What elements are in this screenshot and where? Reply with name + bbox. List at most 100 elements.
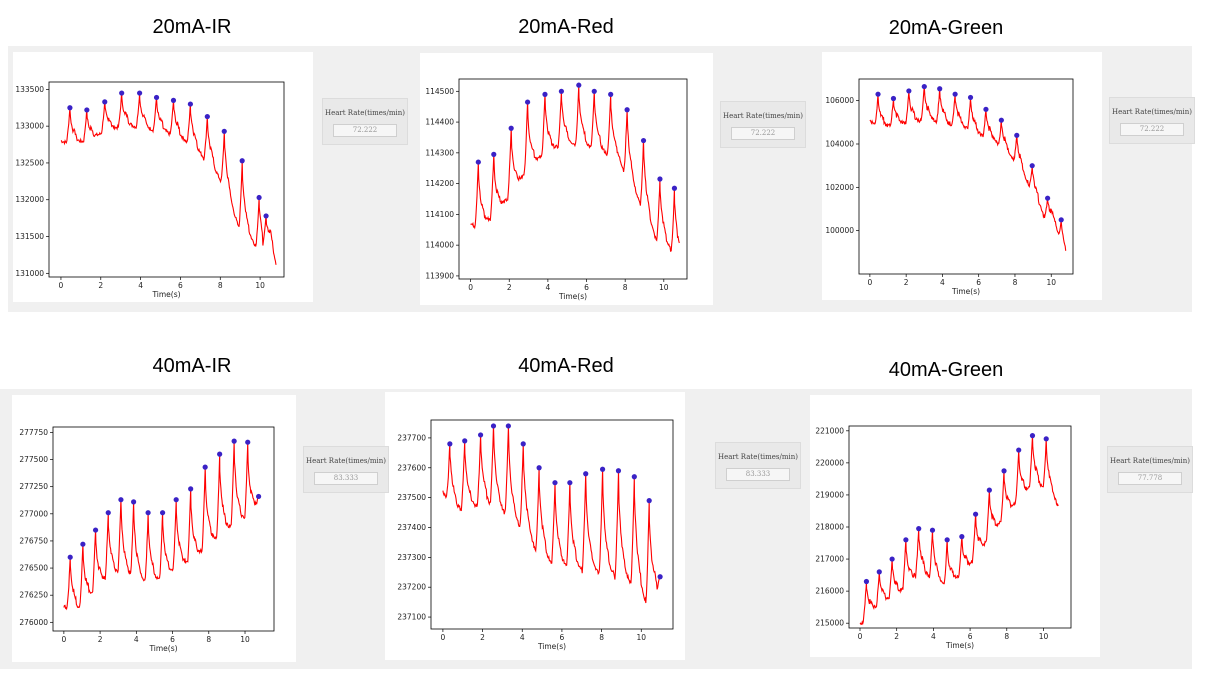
chart-20ma-ir: 0 2 4 6 8 10 131000 131500 132000 132500 133000 133…: [15, 81, 285, 299]
heart-rate-field[interactable]: 83.333: [726, 468, 790, 481]
peak-marker: [906, 88, 912, 94]
heart-rate-field[interactable]: 72.222: [731, 127, 795, 140]
peak-marker: [624, 107, 630, 113]
peak-marker: [937, 86, 943, 92]
peak-marker: [239, 158, 245, 164]
signal-line: [869, 85, 1067, 251]
peak-marker: [576, 82, 582, 88]
y-tick-label: 237700: [397, 433, 426, 442]
y-tick-label: 221000: [815, 426, 844, 435]
x-tick-label: 6: [584, 283, 589, 292]
peak-marker: [84, 107, 90, 113]
y-tick-label: 276250: [19, 591, 48, 600]
y-tick-label: 132000: [15, 195, 44, 204]
panel-title: 20mA-Green: [888, 17, 1004, 39]
peak-marker: [137, 90, 143, 96]
x-tick-label: 4: [931, 632, 936, 641]
peak-marker: [863, 578, 870, 585]
peak-marker: [159, 510, 166, 516]
panel-title: 40mA-Green: [888, 359, 1004, 381]
x-tick-label: 2: [98, 635, 103, 644]
x-tick-label: 2: [507, 283, 512, 292]
peak-marker: [657, 176, 663, 182]
peak-marker: [890, 95, 897, 102]
peak-marker: [491, 151, 497, 157]
y-tick-label: 276750: [19, 536, 48, 545]
peak-marker: [92, 527, 99, 533]
peak-marker: [145, 510, 151, 516]
x-tick-label: 2: [894, 632, 899, 641]
y-tick-label: 114400: [425, 118, 454, 127]
x-tick-label: 0: [867, 278, 872, 287]
chart-20ma-red: 0 2 4 6 8 10 113900 114000 114100 114200 114300 114…: [425, 78, 688, 301]
x-tick-label: 0: [441, 633, 446, 642]
x-tick-label: 0: [468, 283, 473, 292]
x-tick-label: 10: [255, 281, 265, 290]
heart-rate-box: Heart Rate(times/min) 72.222: [720, 101, 806, 148]
peak-marker: [944, 537, 950, 543]
peak-marker: [875, 91, 881, 97]
heart-rate-field[interactable]: 77.778: [1118, 472, 1182, 485]
heart-rate-field[interactable]: 83.333: [314, 472, 378, 485]
peak-marker: [231, 438, 237, 444]
x-axis-label: Time(s): [558, 292, 587, 301]
y-tick-label: 216000: [815, 587, 844, 596]
chart-20ma-green: 0 2 4 6 8 10 100000 102000 104000 106000 Time(s): [825, 78, 1074, 296]
x-tick-label: 0: [858, 632, 863, 641]
heart-rate-label: Heart Rate(times/min): [306, 457, 386, 465]
x-tick-label: 2: [904, 278, 909, 287]
peak-marker: [105, 510, 111, 516]
x-tick-label: 8: [1013, 278, 1018, 287]
heart-rate-field[interactable]: 72.222: [1120, 123, 1184, 136]
heart-rate-box: Heart Rate(times/min) 72.222: [322, 98, 408, 145]
y-tick-label: 237500: [397, 493, 426, 502]
peak-marker: [967, 94, 974, 101]
peak-marker: [221, 128, 227, 134]
panel-title: 20mA-Red: [518, 16, 614, 38]
chart-40ma-red: 0 2 4 6 8 10 237100 237200 237300 237400 237500 237…: [397, 419, 674, 651]
peak-marker: [916, 526, 922, 532]
heart-rate-box: Heart Rate(times/min) 83.333: [303, 446, 389, 493]
plot-frame: [52, 426, 275, 632]
peak-marker: [490, 423, 497, 429]
y-tick-label: 133000: [15, 122, 44, 131]
peak-marker: [1045, 195, 1051, 201]
plot-card-20ma-red: 0 2 4 6 8 10 113900 114000 114100 114200 114300 114…: [420, 53, 713, 305]
plot-card-20ma-ir: 0 2 4 6 8 10 131000 131500 132000 132500 133000 133…: [13, 52, 313, 302]
peak-marker: [204, 113, 210, 120]
x-axis-label: Time(s): [951, 287, 980, 296]
peak-marker: [153, 94, 160, 101]
y-tick-label: 114300: [425, 148, 454, 157]
peak-marker: [1014, 132, 1020, 138]
peak-marker: [188, 486, 194, 492]
peak-marker: [173, 497, 179, 503]
x-tick-label: 10: [240, 635, 250, 644]
x-tick-label: 6: [178, 281, 183, 290]
heart-rate-box: Heart Rate(times/min) 72.222: [1109, 97, 1195, 144]
peak-marker: [583, 471, 589, 477]
plot-card-40ma-ir: 0 2 4 6 8 10 276000 276250 276500 276750 277000 277…: [12, 395, 296, 662]
heart-rate-label: Heart Rate(times/min): [723, 112, 803, 120]
heart-rate-box: Heart Rate(times/min) 83.333: [715, 442, 801, 489]
peak-marker: [657, 574, 663, 580]
x-tick-label: 8: [206, 635, 211, 644]
peak-marker: [131, 499, 137, 505]
y-tick-label: 277500: [19, 455, 48, 464]
y-tick-label: 237300: [397, 553, 426, 562]
y-tick-label: 215000: [815, 619, 844, 628]
x-tick-label: 8: [623, 283, 628, 292]
peak-marker: [67, 105, 73, 111]
x-tick-label: 2: [480, 633, 485, 642]
heart-rate-label: Heart Rate(times/min): [1110, 457, 1190, 465]
peak-marker: [671, 185, 678, 191]
peak-marker: [536, 465, 542, 471]
heart-rate-field[interactable]: 72.222: [333, 124, 397, 137]
x-tick-label: 4: [134, 635, 139, 644]
peak-marker: [921, 83, 927, 90]
x-tick-label: 6: [560, 633, 565, 642]
plot-frame: [848, 425, 1072, 629]
peak-marker: [640, 137, 647, 144]
y-tick-label: 114500: [425, 87, 454, 96]
y-tick-label: 132500: [15, 158, 44, 167]
peak-marker: [1029, 433, 1036, 439]
